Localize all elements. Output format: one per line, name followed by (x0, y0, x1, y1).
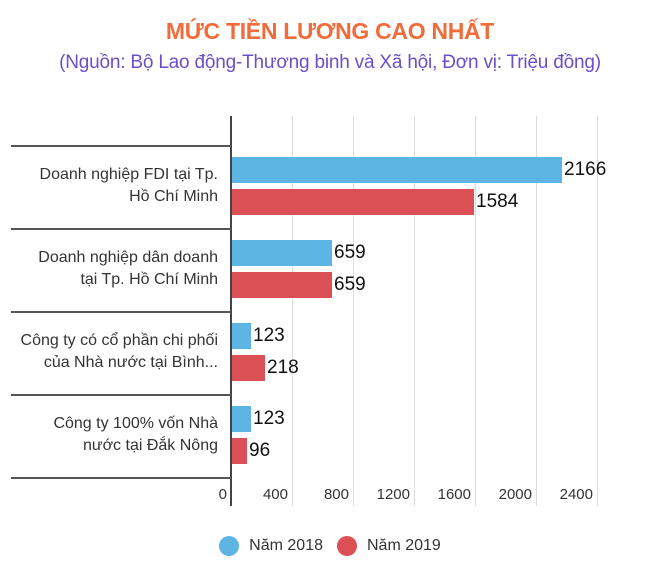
x-tick-label: 2000 (498, 486, 532, 503)
gridline (475, 116, 476, 506)
bar-2019[interactable] (232, 189, 474, 215)
legend-label: Năm 2019 (367, 537, 441, 554)
value-label: 1584 (476, 191, 519, 212)
x-tick-label: 2400 (559, 486, 593, 503)
legend-dot-2018-icon (219, 536, 240, 556)
bar-2019[interactable] (232, 355, 265, 381)
value-label: 659 (334, 274, 366, 295)
category-label-line: Doanh nghiệp dân doanh (38, 249, 218, 266)
x-tick-label: 800 (323, 486, 349, 503)
x-tick-label: 400 (262, 486, 288, 503)
category-label-line: Hồ Chí Minh (129, 188, 218, 205)
y-axis-line (230, 116, 232, 506)
value-label: 2166 (564, 159, 607, 180)
bar-2018[interactable] (232, 240, 332, 266)
category-label-line: Công ty có cổ phần chi phối (20, 332, 218, 349)
category-label: Doanh nghiệp dân doanh tại Tp. Hồ Chí Min… (8, 247, 218, 291)
legend: Năm 2018 Năm 2019 (0, 536, 660, 556)
category-label: Công ty có cổ phần chi phối của Nhà nước … (8, 330, 218, 374)
gridline (292, 116, 293, 506)
x-tick-label: 1200 (376, 486, 410, 503)
chart-title: MỨC TIỀN LƯƠNG CAO NHẤT (165, 18, 495, 44)
value-label: 659 (334, 242, 366, 263)
category-label-line: tại Tp. Hồ Chí Minh (80, 271, 218, 288)
legend-dot-2019-icon (337, 536, 357, 556)
category-label: Công ty 100% vốn Nhà nước tại Đắk Nông (8, 413, 218, 457)
legend-label: Năm 2018 (249, 537, 323, 554)
bar-2018[interactable] (232, 406, 251, 432)
bar-2018[interactable] (232, 323, 251, 349)
chart-subtitle: (Nguồn: Bộ Lao động-Thương binh và Xã hộ… (59, 52, 601, 73)
gridline (353, 116, 354, 506)
legend-item[interactable]: Năm 2019 (337, 536, 441, 556)
gridline (597, 116, 598, 506)
category-label: Doanh nghiệp FDI tại Tp. Hồ Chí Minh (8, 164, 218, 208)
category-label-line: của Nhà nước tại Bình... (43, 354, 218, 371)
value-label: 218 (267, 357, 299, 378)
category-separator (11, 311, 231, 313)
legend-item[interactable]: Năm 2018 (219, 536, 323, 556)
gridline (536, 116, 537, 506)
category-separator (11, 477, 231, 479)
value-label: 96 (249, 440, 271, 461)
value-label: 123 (253, 408, 285, 429)
bar-2019[interactable] (232, 438, 247, 464)
category-separator (11, 228, 231, 230)
bar-2018[interactable] (232, 157, 562, 183)
gridline (414, 116, 415, 506)
category-separator (11, 394, 231, 396)
value-label: 123 (253, 325, 285, 346)
category-label-line: Doanh nghiệp FDI tại Tp. (39, 166, 218, 183)
x-tick-label: 0 (218, 486, 227, 503)
category-label-line: Công ty 100% vốn Nhà (53, 415, 218, 432)
bar-2019[interactable] (232, 272, 332, 298)
category-separator (11, 145, 231, 147)
category-label-line: nước tại Đắk Nông (82, 437, 218, 454)
x-tick-label: 1600 (437, 486, 471, 503)
